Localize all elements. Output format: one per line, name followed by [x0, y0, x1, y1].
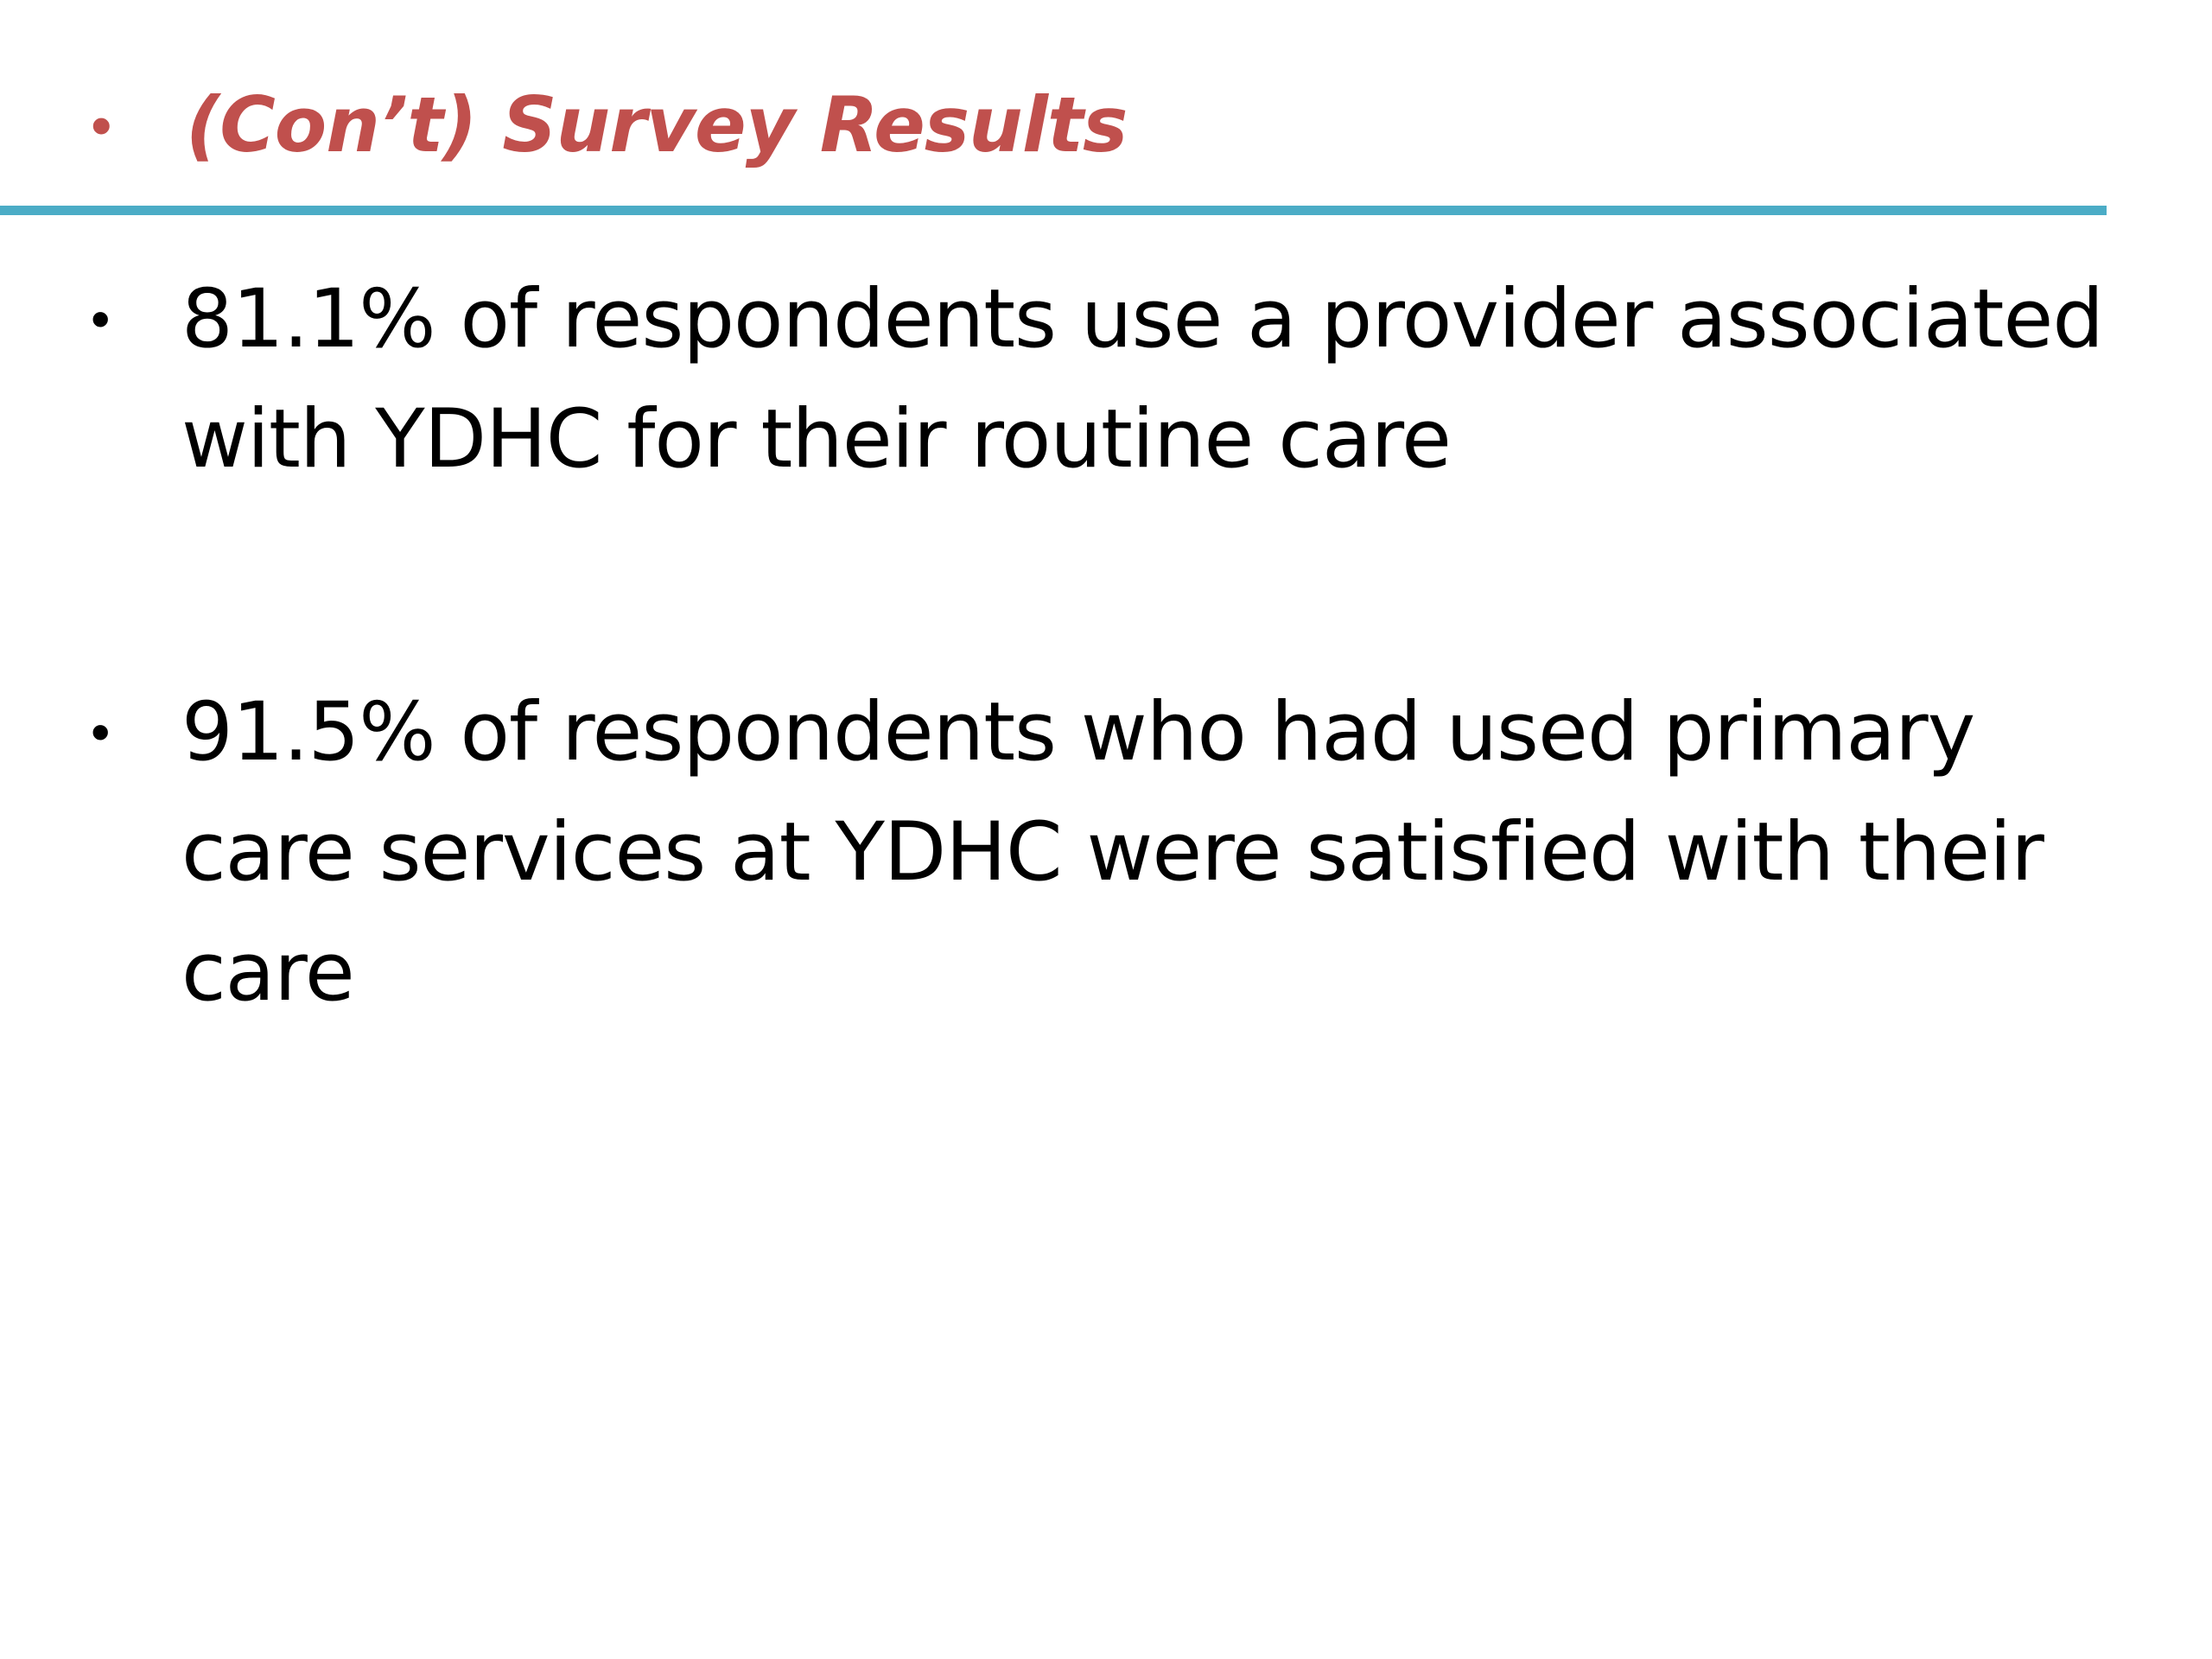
title-text: (Con’t) Survey Results: [186, 80, 1128, 169]
bullet-text: 91.5% of respondents who had used primar…: [181, 685, 2044, 1020]
slide-title: • (Con’t) Survey Results: [91, 60, 1128, 190]
bullet-item-routine-care: • 81.1% of respondents use a provider as…: [91, 259, 2147, 499]
bullet-item-satisfaction: • 91.5% of respondents who had used prim…: [91, 672, 2147, 1033]
title-divider: [0, 206, 2107, 215]
bullet-marker: •: [91, 701, 111, 763]
bullet-list: • 81.1% of respondents use a provider as…: [91, 259, 2147, 1205]
bullet-text: 81.1% of respondents use a provider asso…: [181, 272, 2104, 486]
bullet-marker: •: [91, 288, 111, 350]
title-bullet: •: [91, 92, 112, 159]
